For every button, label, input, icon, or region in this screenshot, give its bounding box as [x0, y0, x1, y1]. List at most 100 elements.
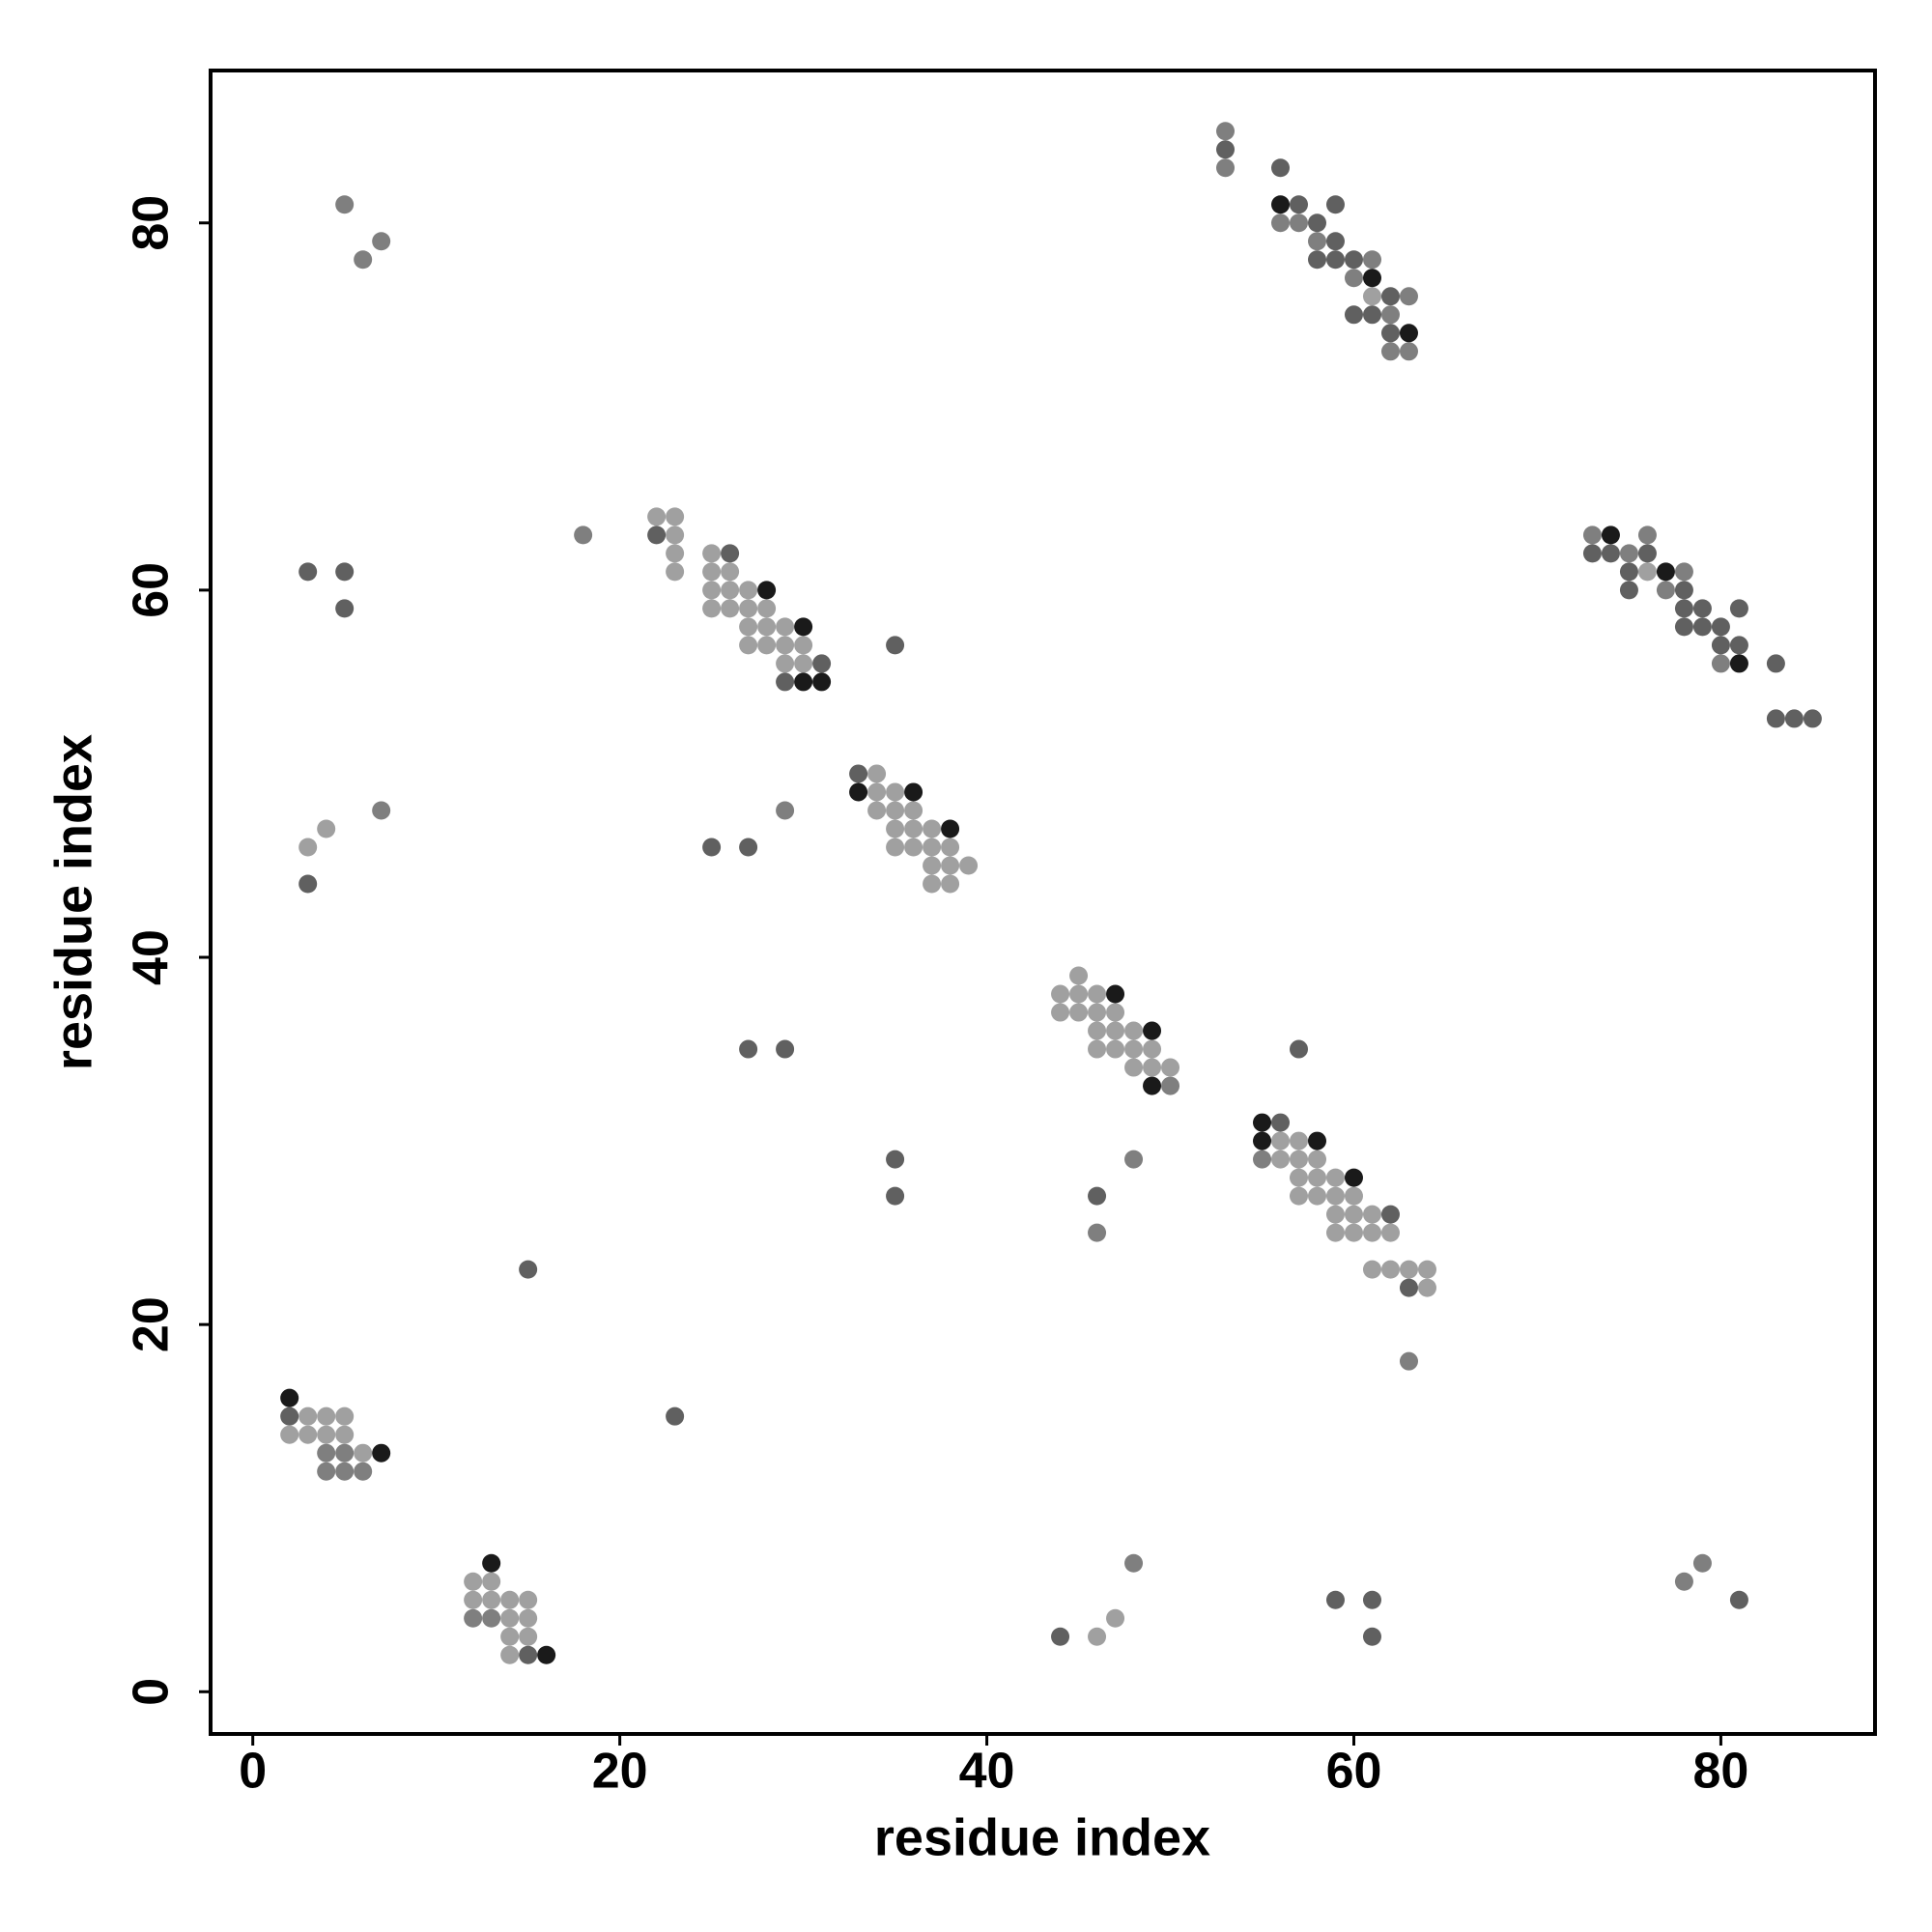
contact-point: [1380, 287, 1400, 306]
contact-point: [354, 1443, 373, 1463]
contact-point: [886, 1150, 905, 1169]
contact-point: [1711, 617, 1730, 637]
contact-point: [1216, 122, 1236, 141]
contact-point: [1161, 1058, 1180, 1077]
contact-point: [280, 1388, 299, 1407]
contact-point: [1325, 250, 1345, 270]
contact-point: [317, 819, 336, 838]
contact-point: [776, 1039, 795, 1059]
contact-point: [794, 636, 813, 655]
contact-point: [886, 838, 905, 857]
contact-point: [776, 636, 795, 655]
contact-point: [812, 672, 832, 692]
contact-point: [867, 801, 887, 820]
contact-point: [941, 856, 960, 875]
contact-point: [1308, 1168, 1327, 1187]
contact-point: [1106, 1021, 1125, 1040]
contact-point: [1729, 1590, 1748, 1609]
contact-point: [1088, 1039, 1107, 1059]
contact-point: [666, 526, 685, 545]
contact-point: [1380, 324, 1400, 343]
contact-point: [1088, 1627, 1107, 1646]
contact-point: [1711, 654, 1730, 673]
contact-point: [1325, 1590, 1345, 1609]
contact-point: [1161, 1076, 1180, 1095]
contact-point: [1656, 562, 1675, 582]
contact-point: [1601, 544, 1620, 563]
contact-point: [280, 1406, 299, 1426]
contact-point: [1106, 1003, 1125, 1022]
contact-point: [1729, 636, 1748, 655]
contact-point: [1711, 636, 1730, 655]
contact-point: [1124, 1039, 1144, 1059]
contact-point: [757, 599, 777, 618]
contact-point: [1417, 1278, 1436, 1297]
contact-point: [1290, 1039, 1309, 1059]
contact-point: [1253, 1113, 1272, 1132]
contact-point: [1344, 250, 1363, 270]
contact-point: [1784, 709, 1804, 728]
x-tick-label: 60: [1326, 1744, 1382, 1800]
contact-point: [482, 1572, 501, 1591]
contact-point: [757, 636, 777, 655]
contact-point: [1325, 195, 1345, 214]
contact-point: [1106, 1608, 1125, 1628]
contact-point: [739, 636, 758, 655]
contact-point: [1106, 1039, 1125, 1059]
contact-point: [886, 801, 905, 820]
contact-point: [1674, 617, 1693, 637]
contact-point: [886, 1186, 905, 1206]
contact-point: [1362, 250, 1381, 270]
contact-point: [1106, 984, 1125, 1004]
contact-point: [519, 1260, 538, 1279]
contact-point: [666, 544, 685, 563]
contact-point: [1088, 1021, 1107, 1040]
contact-point: [1051, 984, 1070, 1004]
contact-point: [1380, 342, 1400, 361]
contact-point: [280, 1425, 299, 1444]
contact-point: [1290, 213, 1309, 233]
contact-point: [500, 1627, 520, 1646]
contact-point: [1069, 966, 1089, 985]
contact-point: [1088, 1003, 1107, 1022]
contact-point: [372, 1443, 391, 1463]
contact-point: [666, 562, 685, 582]
contact-point: [298, 1425, 318, 1444]
contact-point: [464, 1590, 483, 1609]
contact-point: [1692, 599, 1712, 618]
contact-point: [1290, 1186, 1309, 1206]
contact-point: [886, 782, 905, 802]
contact-point: [1124, 1150, 1144, 1169]
contact-point: [1216, 140, 1236, 159]
contact-point: [1729, 599, 1748, 618]
contact-point: [867, 782, 887, 802]
contact-point: [1399, 342, 1418, 361]
x-tick-label: 0: [239, 1744, 267, 1800]
contact-point: [904, 782, 923, 802]
contact-point: [959, 856, 979, 875]
contact-point: [1601, 526, 1620, 545]
contact-point: [1362, 1627, 1381, 1646]
contact-point: [464, 1572, 483, 1591]
contact-point: [1362, 287, 1381, 306]
contact-point: [298, 562, 318, 582]
contact-point: [1143, 1021, 1162, 1040]
contact-point: [1399, 287, 1418, 306]
contact-point: [1637, 562, 1657, 582]
contact-point: [1271, 213, 1291, 233]
contact-point: [1399, 1351, 1418, 1371]
contact-point: [464, 1608, 483, 1628]
contact-point: [519, 1627, 538, 1646]
contact-point: [1729, 654, 1748, 673]
contact-point: [1380, 1205, 1400, 1224]
contact-point: [739, 1039, 758, 1059]
x-tick-label: 80: [1693, 1744, 1749, 1800]
contact-point: [1143, 1076, 1162, 1095]
contact-point: [1344, 1223, 1363, 1242]
contact-point: [721, 544, 740, 563]
contact-point: [317, 1462, 336, 1481]
contact-point: [1362, 269, 1381, 288]
contact-point: [1088, 1186, 1107, 1206]
contact-point: [941, 838, 960, 857]
